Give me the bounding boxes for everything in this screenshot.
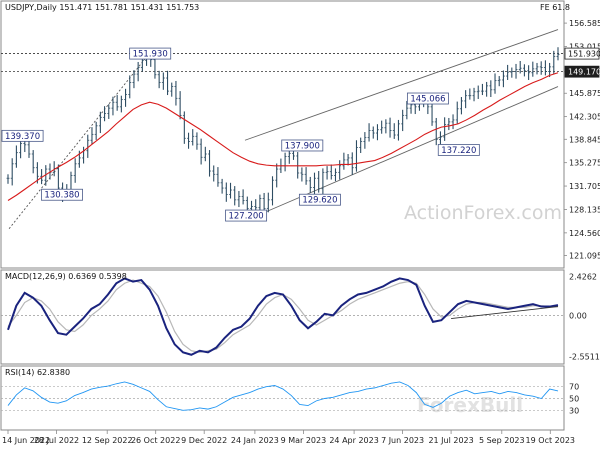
annotation-box-0 <box>129 47 172 60</box>
rsi-tick-label: 30 <box>569 406 579 415</box>
time-tick-label: 24 Jan 2023 <box>231 436 279 445</box>
annotation-label-3: 137.900 <box>285 141 320 151</box>
annotation-label-4: 127.200 <box>228 212 263 222</box>
rsi-header: RSI(14) 62.8380 <box>5 368 70 377</box>
macd-trendline <box>451 306 559 320</box>
time-tick-label: 19 Oct 2023 <box>526 436 575 445</box>
annotation-label-7: 137.220 <box>441 146 476 156</box>
price-tick-label: 145.875 <box>569 89 600 98</box>
rsi-tick-label: 70 <box>569 383 579 392</box>
price-tag-label-0: 151.930 <box>568 50 600 59</box>
price-header: USDJPY,Daily 151.471 151.781 151.431 151… <box>5 3 199 12</box>
macd-panel-frame <box>0 269 565 365</box>
price-axis: 156.585 153.015 149.170 145.875 142.305 138.8… <box>564 19 600 261</box>
price-tick-label: 153.015 <box>569 42 600 51</box>
time-tick-label: 21 Jul 2023 <box>428 436 473 445</box>
fib-projection-line <box>8 53 150 229</box>
price-tick-label: 135.275 <box>569 159 600 168</box>
watermark-actionforex: ActionForex.com <box>404 202 562 224</box>
price-layer: 151.930 139.370 130.380 137.900 127.200 129.6… <box>1 29 564 229</box>
time-tick-label: 9 Dec 2022 <box>181 436 227 445</box>
annotation-box-7 <box>437 144 480 156</box>
price-tick-label: 124.560 <box>569 229 600 238</box>
price-tick-label: 138.845 <box>569 135 600 144</box>
annotation-label-1: 139.370 <box>5 132 40 142</box>
time-tick-label: 12 Sep 2022 <box>82 436 133 445</box>
price-tick-label: 128.135 <box>569 205 600 214</box>
price-panel-frame <box>0 0 565 269</box>
price-tag-box-0 <box>564 47 600 60</box>
lower-channel <box>244 86 559 222</box>
price-tick-label: 156.585 <box>569 19 600 28</box>
macd-header: MACD(12,26,9) 0.6369 0.5398 <box>5 272 127 281</box>
macd-line <box>7 277 559 356</box>
upper-channel <box>244 29 559 141</box>
watermark-fxstreet: ForexBull <box>417 393 523 417</box>
macd-tick-label: -2.5511 <box>569 352 600 361</box>
rsi-panel-frame <box>0 365 565 431</box>
moving-average-line <box>7 72 559 201</box>
time-tick-label: 9 Mar 2023 <box>281 436 327 445</box>
time-tick-label: 24 Apr 2023 <box>329 436 378 445</box>
annotation-box-2 <box>41 188 83 201</box>
time-tick-label: 7 Jun 2023 <box>381 436 424 445</box>
annotation-box-3 <box>281 139 324 152</box>
price-tick-label: 131.705 <box>569 182 600 191</box>
price-tick-label: 142.305 <box>569 113 600 122</box>
time-tick-label: 5 Sep 2023 <box>479 436 525 445</box>
annotation-box-6 <box>406 92 449 105</box>
price-tag-label-1: 149.170 <box>568 68 600 77</box>
time-tick-label: 26 Oct 2022 <box>131 436 180 445</box>
rsi-layer: 70 50 30 <box>1 381 579 415</box>
annotation-box-1 <box>1 129 44 142</box>
annotation-label-0: 151.930 <box>133 50 168 60</box>
annotation-label-2: 130.380 <box>44 191 79 201</box>
price-tag-box-1 <box>564 65 600 78</box>
annotation-label-5: 129.620 <box>302 196 337 206</box>
macd-tick-label: 0.00 <box>569 311 587 320</box>
rsi-line <box>7 381 559 411</box>
annotation-box-5 <box>298 193 341 206</box>
time-tick-label: 14 Jun 2022 <box>2 436 50 445</box>
annotation-label-6: 145.066 <box>410 95 445 105</box>
annotation-box-4 <box>225 209 268 222</box>
price-tick-label: 121.095 <box>569 252 600 261</box>
rsi-tick-label: 50 <box>569 395 579 404</box>
time-tick-label: 28 Jul 2022 <box>34 436 79 445</box>
fib-label: FE 61.8 <box>540 3 570 12</box>
macd-tick-label: 2.4262 <box>569 272 597 281</box>
macd-layer: 2.4262 0.00 -2.5511 <box>1 272 600 361</box>
